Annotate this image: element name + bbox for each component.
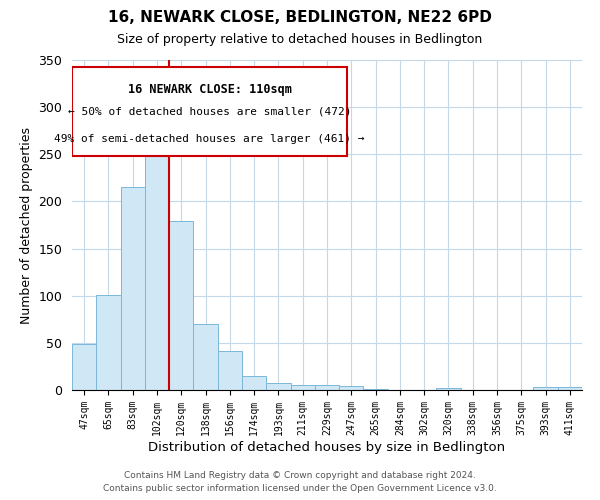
Y-axis label: Number of detached properties: Number of detached properties (20, 126, 33, 324)
Bar (266, 384, 290, 390)
Text: Contains public sector information licensed under the Open Government Licence v3: Contains public sector information licen… (103, 484, 497, 493)
X-axis label: Distribution of detached houses by size in Bedlington: Distribution of detached houses by size … (148, 440, 506, 454)
Text: Size of property relative to detached houses in Bedlington: Size of property relative to detached ho… (118, 32, 482, 46)
Bar (315, 386, 339, 390)
Bar (436, 388, 461, 390)
Text: 49% of semi-detached houses are larger (461) →: 49% of semi-detached houses are larger (… (55, 134, 365, 144)
Text: 16, NEWARK CLOSE, BEDLINGTON, NE22 6PD: 16, NEWARK CLOSE, BEDLINGTON, NE22 6PD (108, 10, 492, 26)
Bar (121, 188, 145, 390)
Bar (218, 352, 242, 390)
Bar (193, 324, 218, 390)
Text: Contains HM Land Registry data © Crown copyright and database right 2024.: Contains HM Land Registry data © Crown c… (124, 470, 476, 480)
Bar (72, 344, 96, 390)
Text: ← 50% of detached houses are smaller (472): ← 50% of detached houses are smaller (47… (68, 106, 352, 116)
Bar (558, 387, 582, 390)
Bar (339, 386, 364, 390)
Bar (169, 221, 193, 390)
Text: 16 NEWARK CLOSE: 110sqm: 16 NEWARK CLOSE: 110sqm (128, 83, 292, 96)
Bar (364, 389, 388, 390)
FancyBboxPatch shape (72, 66, 347, 156)
Bar (145, 132, 169, 390)
Bar (96, 295, 121, 390)
Bar (242, 376, 266, 390)
Bar (290, 386, 315, 390)
Bar (533, 387, 558, 390)
